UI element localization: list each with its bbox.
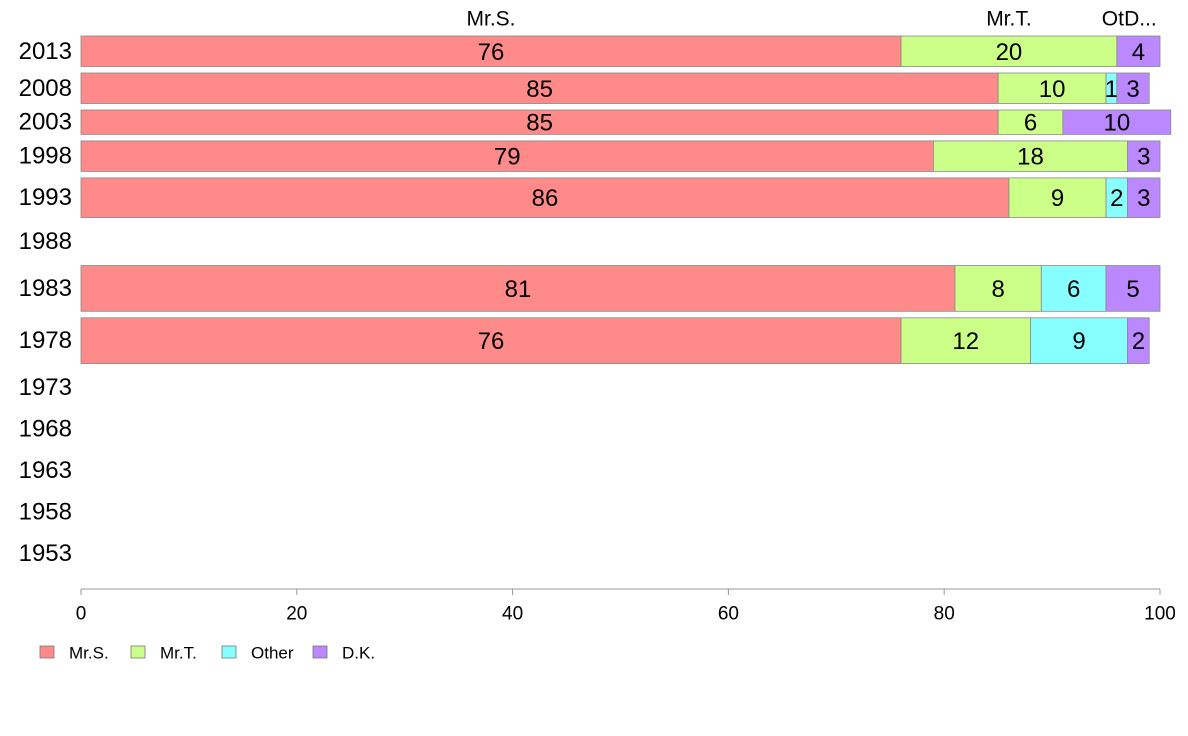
bar-segment bbox=[900, 35, 1118, 67]
bar-segment bbox=[80, 35, 902, 67]
bar-segment bbox=[1105, 265, 1161, 312]
series-top-label: Ot bbox=[1102, 8, 1124, 31]
y-tick-label: 1993 bbox=[19, 184, 72, 211]
data-label: 86 bbox=[532, 185, 559, 212]
y-tick-label: 2003 bbox=[19, 109, 72, 136]
data-label: 10 bbox=[1039, 76, 1066, 103]
y-tick-label: 2008 bbox=[19, 75, 72, 102]
bar-segment bbox=[1116, 35, 1161, 67]
y-tick-label: 1998 bbox=[19, 143, 72, 170]
y-tick-label: 1968 bbox=[19, 416, 72, 443]
data-label: 6 bbox=[1067, 276, 1080, 303]
bar-segment bbox=[80, 177, 1010, 218]
data-label: 85 bbox=[526, 76, 553, 103]
data-label: 20 bbox=[996, 39, 1023, 66]
bar-segment bbox=[1030, 317, 1129, 364]
data-label: 3 bbox=[1137, 185, 1150, 212]
y-tick-label: 1973 bbox=[19, 374, 72, 401]
bar-segment bbox=[954, 265, 1042, 312]
bar-segment bbox=[1127, 140, 1161, 172]
bar-segment bbox=[1127, 317, 1150, 364]
bar-segment bbox=[997, 72, 1107, 104]
bar-segment bbox=[80, 265, 956, 312]
data-label: 79 bbox=[494, 144, 521, 171]
series-top-label: Mr.T. bbox=[986, 8, 1032, 31]
x-tick-label: 100 bbox=[1144, 604, 1176, 625]
bar-segment bbox=[1040, 265, 1107, 312]
y-tick-label: 1958 bbox=[19, 499, 72, 526]
data-label: 12 bbox=[952, 328, 979, 355]
data-label: 4 bbox=[1132, 39, 1145, 66]
data-label: 2 bbox=[1132, 328, 1145, 355]
top-series-labels: Mr.S. Mr.T. Ot D... bbox=[467, 8, 1157, 31]
legend-label: Other bbox=[251, 644, 294, 663]
bar-segment bbox=[997, 109, 1064, 135]
data-label: 76 bbox=[478, 39, 505, 66]
data-label: 2 bbox=[1110, 185, 1123, 212]
data-label: 9 bbox=[1051, 185, 1064, 212]
legend-swatch bbox=[221, 645, 237, 659]
data-label: 9 bbox=[1072, 328, 1085, 355]
legend-label: Mr.T. bbox=[160, 644, 197, 663]
x-tick-label: 80 bbox=[934, 604, 955, 625]
bar-segment bbox=[933, 140, 1129, 172]
x-tick-label: 0 bbox=[76, 604, 87, 625]
data-label: 3 bbox=[1137, 144, 1150, 171]
y-tick-label: 2013 bbox=[19, 38, 72, 65]
x-tick-label: 20 bbox=[286, 604, 307, 625]
bar-segment bbox=[1127, 177, 1161, 218]
series-top-label: Mr.S. bbox=[467, 8, 516, 31]
series-top-label: D... bbox=[1124, 8, 1157, 31]
legend-label: D.K. bbox=[342, 644, 375, 663]
bar-segment bbox=[80, 140, 934, 172]
data-label: 5 bbox=[1126, 276, 1139, 303]
legend-label: Mr.S. bbox=[69, 644, 109, 663]
data-label: 81 bbox=[505, 276, 532, 303]
data-label: 85 bbox=[526, 110, 553, 137]
data-label: 10 bbox=[1103, 110, 1130, 137]
legend-swatch bbox=[312, 645, 328, 659]
y-tick-label: 1988 bbox=[19, 228, 72, 255]
y-tick-label: 1963 bbox=[19, 457, 72, 484]
bar-segment bbox=[80, 109, 999, 135]
x-axis: 0 20 40 60 80 100 bbox=[76, 588, 1176, 625]
data-label: 18 bbox=[1017, 144, 1044, 171]
y-tick-label: 1953 bbox=[19, 540, 72, 567]
data-label: 6 bbox=[1024, 110, 1037, 137]
legend: Mr.S. Mr.T. Other D.K. bbox=[39, 644, 375, 663]
bar-segment bbox=[80, 72, 999, 104]
y-tick-label: 1983 bbox=[19, 275, 72, 302]
legend-swatch bbox=[130, 645, 146, 659]
x-tick-label: 60 bbox=[718, 604, 739, 625]
legend-swatch bbox=[39, 645, 55, 659]
x-tick-label: 40 bbox=[502, 604, 523, 625]
data-label: 76 bbox=[478, 328, 505, 355]
data-label: 8 bbox=[991, 276, 1004, 303]
bar-segment bbox=[1062, 109, 1172, 135]
data-label: 1 bbox=[1105, 76, 1118, 103]
bar-segment bbox=[1008, 177, 1107, 218]
bar-segment bbox=[1116, 72, 1150, 104]
y-tick-label: 1978 bbox=[19, 327, 72, 354]
y-axis-labels: 2013 2008 2003 1998 1993 1988 1983 1978 1973 1968… bbox=[19, 38, 72, 567]
bar-segment bbox=[80, 317, 902, 364]
data-label: 3 bbox=[1126, 76, 1139, 103]
